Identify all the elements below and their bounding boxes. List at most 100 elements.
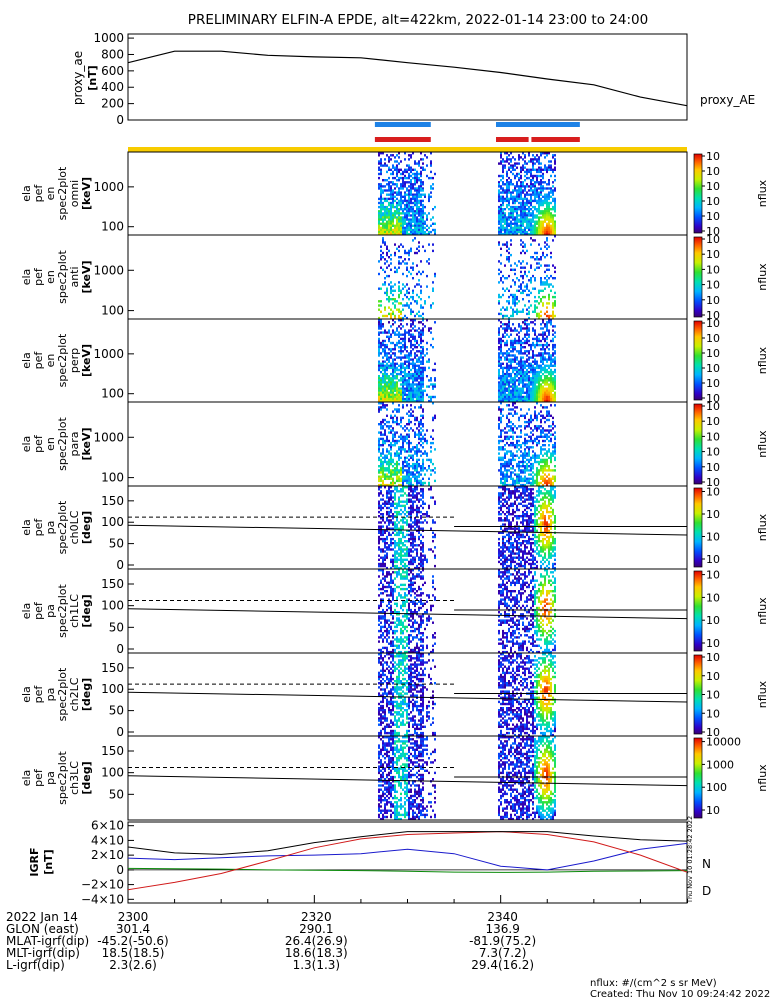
spectrogram-pixel <box>380 467 382 470</box>
spectrogram-pixel <box>552 481 554 485</box>
spectrogram-pixel <box>378 222 380 225</box>
spectrogram-pixel <box>416 247 418 250</box>
spectrogram-pixel <box>398 529 400 532</box>
spectrogram-pixel <box>530 193 532 196</box>
ytick-label: 100 <box>101 304 124 318</box>
spectrogram-pixel <box>406 295 408 299</box>
spectrogram-pixel <box>426 439 428 443</box>
spectrogram-pixel <box>554 364 556 367</box>
ae-ytick-label: 400 <box>101 80 124 94</box>
spectrogram-pixel <box>502 166 504 169</box>
spectrogram-pixel <box>540 283 542 286</box>
spectrogram-pixel <box>522 321 524 324</box>
spectrogram-pixel <box>532 226 534 230</box>
spectrogram-pixel <box>530 187 532 190</box>
spectrogram-pixel <box>528 397 530 401</box>
spectrogram-pixel <box>396 385 398 388</box>
spectrogram-pixel <box>518 191 520 194</box>
spectrogram-pixel <box>408 383 410 386</box>
spectrogram-pixel <box>408 554 410 557</box>
spectrogram-pixel <box>408 258 410 261</box>
spectrogram-pixel <box>516 222 518 225</box>
spectrogram-pixel <box>408 385 410 388</box>
spectrogram-pixel <box>530 399 532 403</box>
spectrogram-pixel <box>424 439 426 443</box>
spectrogram-pixel <box>398 475 400 478</box>
spectrogram-pixel <box>516 216 518 219</box>
spectrogram-pixel <box>406 465 408 468</box>
spectrogram-pixel <box>546 429 548 432</box>
spectrogram-pixel <box>502 232 504 236</box>
spectrogram-pixel <box>526 389 528 392</box>
spectrogram-pixel <box>522 356 524 359</box>
spectrogram-pixel <box>498 319 500 322</box>
spectrogram-pixel <box>538 339 540 343</box>
spectrogram-pixel <box>390 262 392 265</box>
spectrogram-pixel <box>500 312 502 316</box>
spectrogram-pixel <box>540 467 542 470</box>
spectrogram-pixel <box>382 228 384 232</box>
spectrogram-pixel <box>534 189 536 192</box>
spectrogram-pixel <box>508 354 510 357</box>
spectrogram-pixel <box>530 397 532 401</box>
spectrogram-pixel <box>518 477 520 480</box>
spectrogram-pixel <box>498 393 500 397</box>
colorbar-tick-label: 104 <box>706 279 720 292</box>
spectrogram-pixel <box>520 197 522 201</box>
spectrogram-pixel <box>412 383 414 386</box>
spectrogram-pixel <box>540 181 542 184</box>
spectrogram-pixel <box>404 354 406 357</box>
panel-ylabel: ela <box>20 436 33 453</box>
spectrogram-pixel <box>536 199 538 203</box>
spectrogram-pixel <box>498 241 500 244</box>
spectrogram-pixel <box>414 418 416 422</box>
spectrogram-pixel <box>544 420 546 424</box>
spectrogram-pixel <box>498 293 500 297</box>
spectrogram-pixel <box>408 435 410 438</box>
spectrogram-pixel <box>540 300 542 303</box>
spectrogram-pixel <box>400 218 402 221</box>
spectrogram-pixel <box>516 232 518 236</box>
spectrogram-pixel <box>384 521 386 524</box>
spectrogram-pixel <box>516 475 518 478</box>
spectrogram-pixel <box>552 416 554 420</box>
spectrogram-pixel <box>550 195 552 198</box>
spectrogram-pixel <box>542 176 544 180</box>
spectrogram-pixel <box>402 228 404 232</box>
spectrogram-pixel <box>502 483 504 487</box>
spectrogram-pixel <box>390 372 392 376</box>
spectrogram-pixel <box>540 389 542 392</box>
spectrogram-pixel <box>378 232 380 236</box>
spectrogram-pixel <box>406 289 408 292</box>
spectrogram-pixel <box>530 420 532 424</box>
spectrogram-pixel <box>534 230 536 234</box>
spectrogram-pixel <box>528 333 530 336</box>
spectrogram-pixel <box>384 431 386 434</box>
spectrogram-pixel <box>414 210 416 213</box>
spectrogram-pixel <box>394 199 396 203</box>
spectrogram-pixel <box>392 331 394 334</box>
spectrogram-pixel <box>422 339 424 343</box>
spectrogram-pixel <box>396 210 398 213</box>
spectrogram-pixel <box>416 465 418 468</box>
spectrogram-pixel <box>388 358 390 361</box>
spectrogram-pixel <box>390 395 392 399</box>
spectrogram-pixel <box>510 216 512 219</box>
spectrogram-pixel <box>498 232 500 236</box>
spectrogram-pixel <box>544 228 546 232</box>
spectrogram-pixel <box>390 172 392 176</box>
spectrogram-pixel <box>426 429 428 432</box>
spectrogram-pixel <box>392 502 394 505</box>
spectrogram-pixel <box>512 429 514 432</box>
spectrogram-pixel <box>392 458 394 462</box>
spectrogram-pixel <box>552 193 554 196</box>
spectrogram-pixel <box>420 333 422 336</box>
spectrogram-pixel <box>398 210 400 213</box>
spectrogram-pixel <box>520 454 522 457</box>
spectrogram-pixel <box>532 429 534 432</box>
spectrogram-pixel <box>382 268 384 271</box>
spectrogram-pixel <box>546 247 548 250</box>
spectrogram-pixel <box>378 431 380 434</box>
spectrogram-pixel <box>502 414 504 417</box>
